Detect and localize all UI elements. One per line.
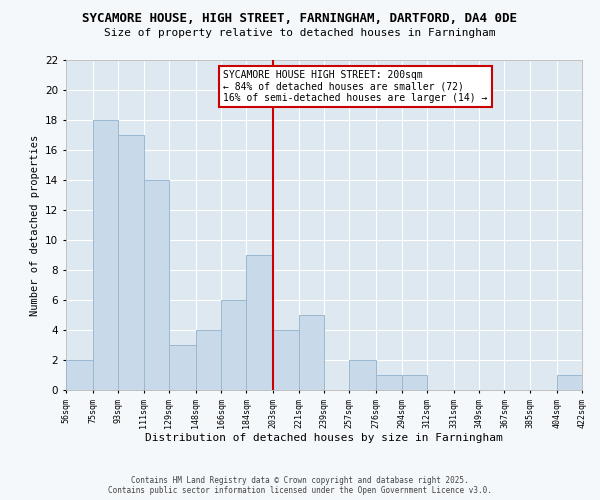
Bar [401,375,427,390]
Text: SYCAMORE HOUSE HIGH STREET: 200sqm
← 84% of detached houses are smaller (72)
16%: SYCAMORE HOUSE HIGH STREET: 200sqm ← 84%… [223,70,488,103]
Text: SYCAMORE HOUSE, HIGH STREET, FARNINGHAM, DARTFORD, DA4 0DE: SYCAMORE HOUSE, HIGH STREET, FARNINGHAM,… [83,12,517,26]
Bar [169,345,196,390]
Bar [247,255,273,390]
Bar [349,360,376,390]
Bar [118,135,143,390]
Text: Size of property relative to detached houses in Farningham: Size of property relative to detached ho… [104,28,496,38]
Bar [93,120,118,390]
Bar [299,315,324,390]
Bar [66,360,93,390]
Bar [273,330,299,390]
Text: Contains HM Land Registry data © Crown copyright and database right 2025.
Contai: Contains HM Land Registry data © Crown c… [108,476,492,495]
Bar [557,375,582,390]
X-axis label: Distribution of detached houses by size in Farningham: Distribution of detached houses by size … [145,433,503,443]
Bar [221,300,247,390]
Y-axis label: Number of detached properties: Number of detached properties [29,134,40,316]
Bar [143,180,169,390]
Bar [376,375,401,390]
Bar [196,330,221,390]
